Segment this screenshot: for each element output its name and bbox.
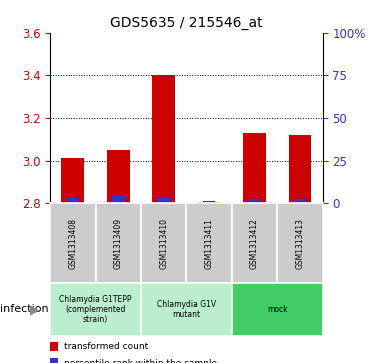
Text: ▶: ▶ <box>30 303 40 316</box>
Title: GDS5635 / 215546_at: GDS5635 / 215546_at <box>110 16 263 30</box>
Bar <box>107 150 129 203</box>
Text: Chlamydia G1TEPP
(complemented
strain): Chlamydia G1TEPP (complemented strain) <box>59 294 132 325</box>
Bar <box>248 199 261 203</box>
Text: GSM1313410: GSM1313410 <box>159 218 168 269</box>
Text: transformed count: transformed count <box>64 342 148 351</box>
Text: GSM1313408: GSM1313408 <box>68 218 77 269</box>
Bar <box>112 196 125 203</box>
Text: Chlamydia G1V
mutant: Chlamydia G1V mutant <box>157 300 216 319</box>
Text: GSM1313411: GSM1313411 <box>205 218 214 269</box>
Bar <box>198 202 220 203</box>
Text: GSM1313413: GSM1313413 <box>296 218 305 269</box>
Text: infection: infection <box>0 305 49 314</box>
Bar <box>66 198 79 203</box>
Bar <box>157 197 170 203</box>
Bar <box>289 135 311 203</box>
Bar <box>203 201 216 203</box>
Text: GSM1313412: GSM1313412 <box>250 218 259 269</box>
Text: mock: mock <box>267 305 288 314</box>
Bar <box>294 199 306 203</box>
Bar <box>62 159 84 203</box>
Bar <box>152 76 175 203</box>
Text: GSM1313409: GSM1313409 <box>114 218 123 269</box>
Bar <box>243 133 266 203</box>
Text: percentile rank within the sample: percentile rank within the sample <box>64 359 217 363</box>
